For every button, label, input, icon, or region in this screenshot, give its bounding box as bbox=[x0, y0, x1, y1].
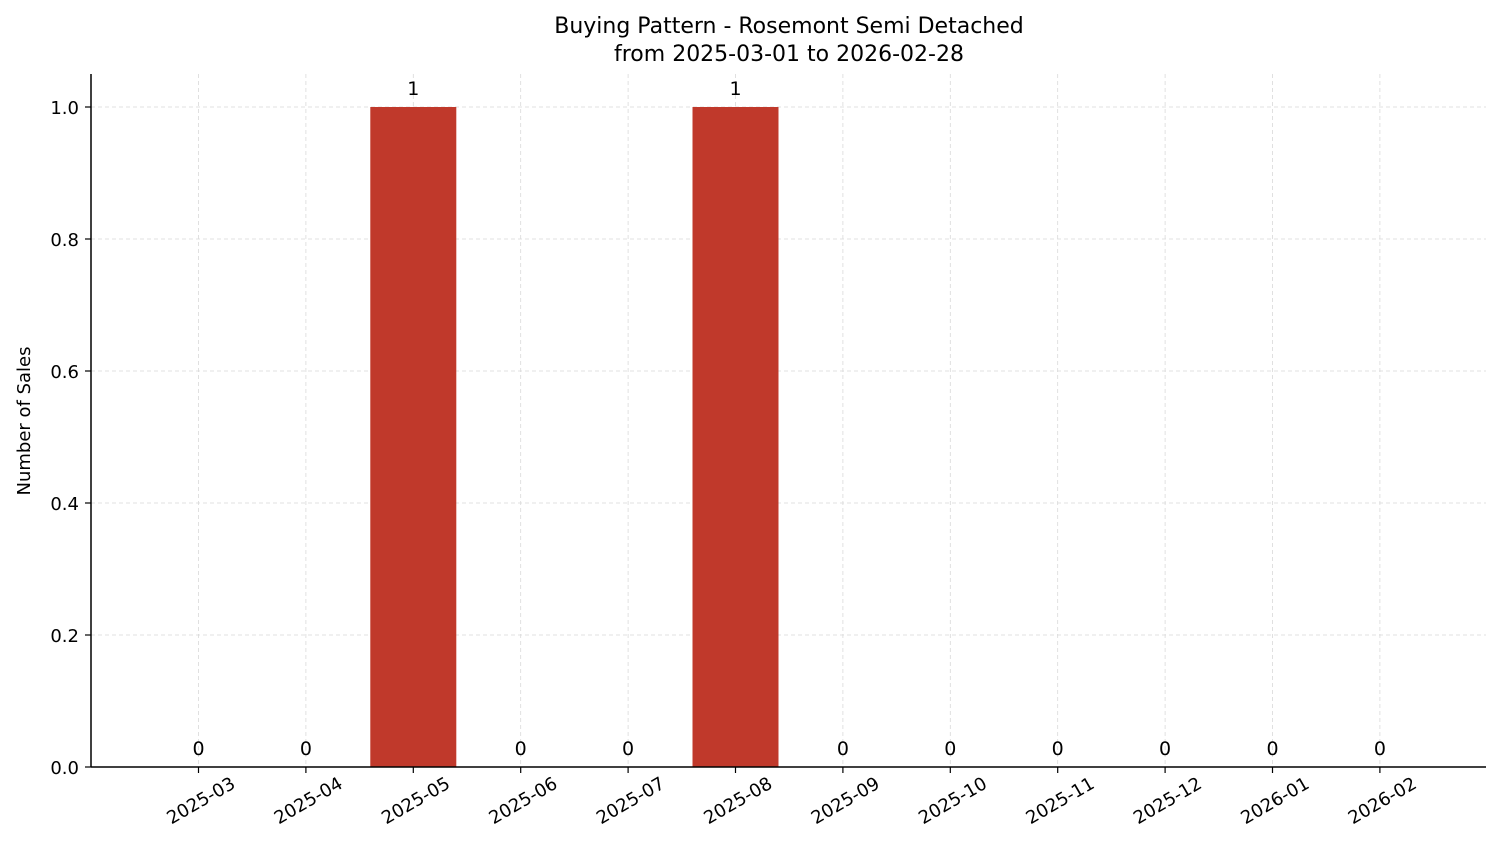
chart-subtitle: from 2025-03-01 to 2026-02-28 bbox=[614, 42, 964, 67]
x-tick-label: 2025-06 bbox=[486, 773, 562, 829]
x-tick-label: 2026-01 bbox=[1237, 773, 1313, 829]
data-label: 0 bbox=[192, 738, 204, 760]
data-label: 0 bbox=[515, 738, 527, 760]
x-tick-label: 2025-04 bbox=[271, 773, 347, 829]
y-axis-label: Number of Sales bbox=[14, 346, 35, 495]
data-label: 0 bbox=[1159, 738, 1171, 760]
y-tick-label: 0.6 bbox=[50, 362, 79, 383]
x-tick-label: 2025-12 bbox=[1130, 773, 1206, 829]
bars-layer bbox=[370, 107, 779, 767]
data-label: 0 bbox=[1052, 738, 1064, 760]
y-tick-label: 0.0 bbox=[50, 758, 79, 779]
bar-2025-08 bbox=[692, 107, 779, 767]
data-label: 0 bbox=[837, 738, 849, 760]
data-label: 0 bbox=[622, 738, 634, 760]
x-tick-label: 2025-10 bbox=[915, 773, 991, 829]
x-tick-label: 2025-03 bbox=[163, 773, 239, 829]
x-tick-label: 2025-08 bbox=[700, 773, 776, 829]
x-tick-label: 2025-05 bbox=[378, 773, 454, 829]
data-label: 0 bbox=[944, 738, 956, 760]
data-label: 0 bbox=[1266, 738, 1278, 760]
y-tick-label: 0.4 bbox=[50, 494, 79, 515]
y-tick-label: 0.2 bbox=[50, 626, 79, 647]
x-tick-label: 2025-09 bbox=[808, 773, 884, 829]
y-tick-label: 0.8 bbox=[50, 230, 79, 251]
x-tick-label: 2026-02 bbox=[1345, 773, 1421, 829]
grid-layer bbox=[91, 74, 1486, 768]
x-tick-label: 2025-11 bbox=[1023, 773, 1099, 829]
data-label: 1 bbox=[729, 78, 741, 100]
data-label: 0 bbox=[1374, 738, 1386, 760]
x-tick-label: 2025-07 bbox=[593, 773, 669, 829]
axes-layer bbox=[90, 74, 1486, 768]
chart-title: Buying Pattern - Rosemont Semi Detached bbox=[554, 14, 1024, 39]
y-tick-label: 1.0 bbox=[50, 98, 79, 119]
data-label: 0 bbox=[300, 738, 312, 760]
bar-2025-05 bbox=[370, 107, 457, 767]
data-labels-layer: 0 0 1 0 0 1 0 0 0 0 0 0 bbox=[192, 78, 1385, 760]
data-label: 1 bbox=[407, 78, 419, 100]
